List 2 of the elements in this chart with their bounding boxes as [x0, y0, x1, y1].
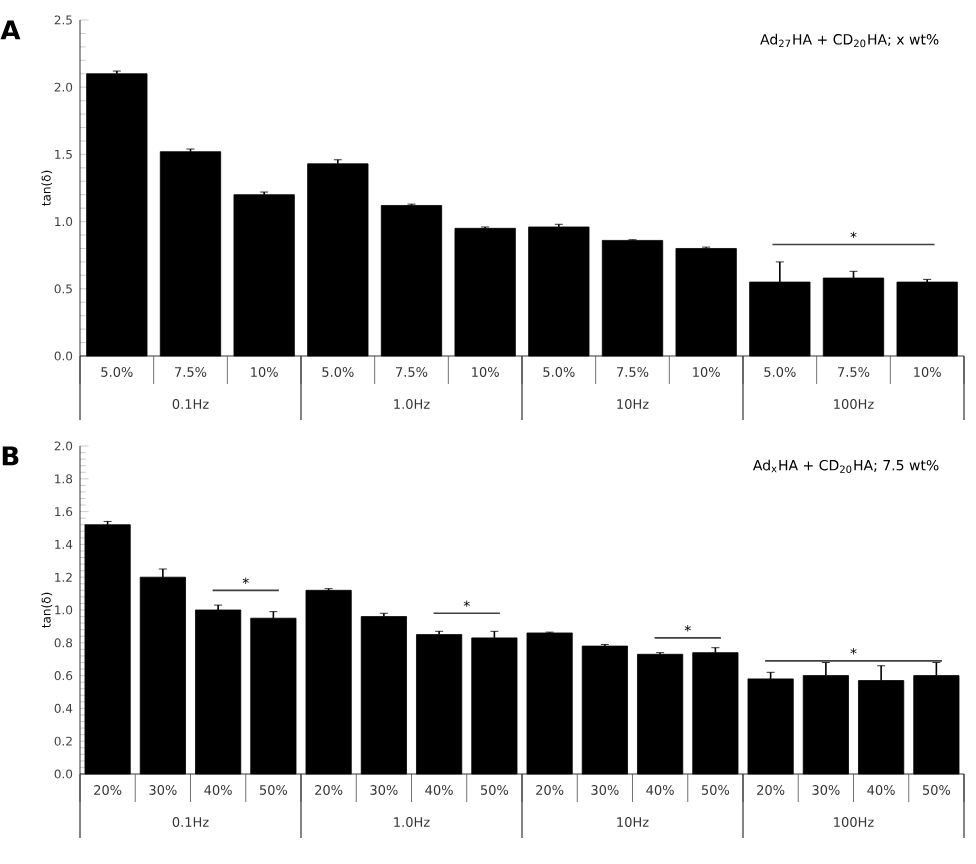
chart-title: A: [0, 20, 21, 40]
chart-title: B: [2, 446, 19, 466]
